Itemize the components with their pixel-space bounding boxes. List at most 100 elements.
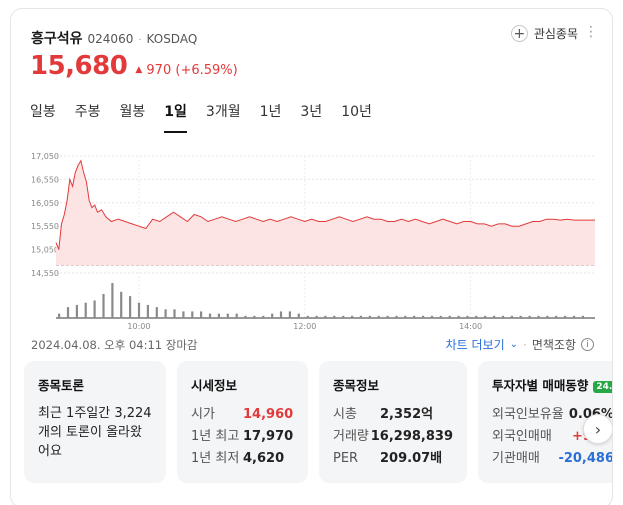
info-icon[interactable]: i [581,338,594,351]
stock-info-title: 종목정보 [333,378,380,393]
stock-info-row: 시총 2,352억 [333,404,453,426]
volume-bar [182,311,185,318]
quote-row: 1년 최고 17,970 [191,426,294,448]
volume-bar [581,315,584,318]
up-arrow-icon: ▲ [135,65,143,75]
volume-bar [422,315,425,318]
more-menu-icon[interactable]: ⋮ [584,24,598,40]
change-amount: 970 [146,63,172,78]
stock-header: 흥구석유 024060 · KOSDAQ [31,28,197,48]
volume-bar [395,315,398,318]
price-line [55,159,595,250]
separator-dot: · [138,35,142,46]
volume-bar [288,311,291,318]
x-tick-label: 12:00 [293,322,316,331]
chart-tools: 차트 더보기 ⌄ · 면책조항 i [446,336,594,353]
stock-card: 흥구석유 024060 · KOSDAQ + 관심종목 ⋮ 15,680 ▲ 9… [10,8,613,505]
tab-1-year[interactable]: 1년 [259,104,282,120]
tab-1-day[interactable]: 1일 [164,99,187,133]
tab-10-years[interactable]: 10년 [341,104,372,120]
x-tick-label: 10:00 [127,322,150,331]
chart-svg: 17,050 16,550 16,050 15,550 15,050 14,550 10:0… [31,152,595,331]
volume-bar [191,311,194,318]
current-price: 15,680 [30,51,128,81]
volume-bar [564,315,567,318]
tab-3-years[interactable]: 3년 [300,104,323,120]
disclaimer-link[interactable]: 면책조항 [531,338,576,352]
stock-name[interactable]: 흥구석유 [31,31,83,47]
volume-bar [368,315,371,318]
volume-bar [129,296,132,318]
y-tick-label: 17,050 [31,152,59,161]
investor-title: 투자자별 매매동향 24.04 [492,375,612,394]
y-tick-label: 16,050 [31,199,59,208]
volume-bar [351,315,354,318]
chart-more-link[interactable]: 차트 더보기 [445,338,505,352]
volume-bar [324,315,327,318]
y-tick-label: 16,550 [31,175,59,184]
date-badge: 24.04 [593,380,612,393]
investor-title-text: 투자자별 매매동향 [492,378,589,393]
next-arrow-icon[interactable]: › [583,414,612,444]
quote-title: 시세정보 [191,378,238,393]
volume-bar [519,315,522,318]
stock-info-value: 2,352억 [380,407,434,422]
stock-code: 024060 [87,32,134,46]
tab-3-months[interactable]: 3개월 [205,104,241,120]
volume-bar [200,311,203,318]
change-percent: (+6.59%) [175,63,238,78]
price-chart[interactable]: 17,050 16,550 16,050 15,550 15,050 14,550 10:0… [11,143,612,333]
volume-bar [501,315,505,318]
volume-bar [146,304,149,318]
investor-label: 외국인매매 [492,429,552,444]
volume-bar [457,315,460,318]
favorite-label: 관심종목 [533,27,578,41]
volume-bar [510,315,513,318]
chevron-down-icon[interactable]: ⌄ [509,339,518,350]
volume-bar [333,315,336,318]
discussion-panel[interactable]: 종목토론 최근 1주일간 3,224개의 토론이 올라왔어요 [24,361,166,483]
quote-value: 4,620 [243,451,285,466]
period-tabs: 일봉 주봉 월봉 1일 3개월 1년 3년 10년 [30,99,391,133]
volume-bar [297,313,300,318]
quote-row: 1년 최저 4,620 [191,448,294,470]
quote-label: 시가 [191,407,215,422]
volume-bar [493,315,496,318]
price-change: ▲ 970 (+6.59%) [135,63,237,78]
volume-bar [84,302,87,318]
stock-info-panel[interactable]: 종목정보 시총 2,352억 거래량 16,298,839 PER 209.07… [319,361,467,483]
quote-panel[interactable]: 시세정보 시가 14,960 1년 최고 17,970 1년 최저 4,620 [177,361,308,483]
tab-monthly-candle[interactable]: 월봉 [119,104,146,120]
tab-weekly-candle[interactable]: 주봉 [74,104,101,120]
quote-row: 시가 14,960 [191,404,294,426]
add-favorite-button[interactable]: + 관심종목 [510,25,578,42]
investor-label: 외국인보유율 [492,407,564,422]
quote-value: 14,960 [243,407,294,422]
stock-info-value: 209.07배 [380,451,443,466]
volume-bar [120,291,123,319]
volume-bar [271,313,274,318]
stock-info-value: 16,298,839 [370,429,453,444]
price-area [56,160,595,266]
price-row: 15,680 ▲ 970 (+6.59%) [30,51,238,81]
volume-bar [342,315,345,318]
volume-bar [475,315,478,318]
volume-bar [208,313,212,318]
tab-daily-candle[interactable]: 일봉 [30,104,56,120]
market-timestamp: 2024.04.08. 오후 04:11 장마감 [31,338,198,352]
volume-bar [448,315,451,318]
volume-bar [430,315,434,318]
investor-row: 기관매매 -20,486 [492,448,612,470]
volume-bar [173,309,176,319]
volume-bar [555,315,558,318]
volume-bar [66,307,70,318]
market-name: KOSDAQ [146,32,198,46]
volume-bar [528,315,531,318]
volume-bar [466,315,469,318]
volume-bar [155,307,158,318]
stock-info-label: PER [333,451,359,466]
volume-bar [226,313,229,318]
volume-bar [377,315,380,318]
volume-bar [58,313,61,318]
